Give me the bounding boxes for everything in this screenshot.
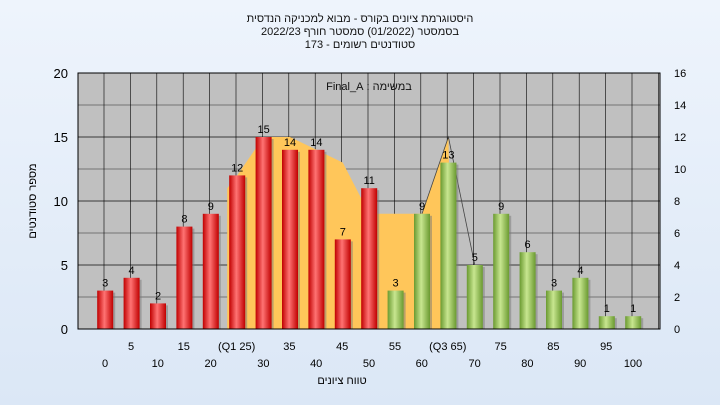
bars [97, 137, 644, 329]
y-tick-label: 15 [54, 130, 68, 145]
y-axis-title: מספר סטודנטים [27, 163, 39, 238]
x-tick-label: 75 [494, 341, 506, 353]
title-line-3: סטודנטים רשומים - 173 [305, 39, 416, 51]
y2-tick-label: 0 [674, 324, 680, 336]
bar [546, 290, 562, 329]
value-label: 7 [340, 226, 346, 238]
bar [282, 149, 298, 329]
y2-tick-label: 12 [674, 132, 686, 144]
x-tick-label: 55 [389, 341, 401, 353]
bar [308, 149, 325, 329]
bar [202, 213, 219, 329]
bar [519, 252, 536, 329]
bar [334, 239, 351, 329]
value-label: 4 [129, 265, 135, 277]
value-label: 14 [310, 137, 322, 149]
value-label: 12 [231, 162, 243, 174]
y2-tick-label: 10 [674, 164, 686, 176]
value-label: 15 [257, 124, 269, 136]
y2-tick-label: 14 [674, 100, 686, 112]
y2-tick-label: 2 [674, 292, 680, 304]
chart-annotation: במשימה : Final_A [326, 81, 412, 93]
title-line-1: היסטוגרמת ציונים בקורס - מבוא למכניקה הנ… [247, 12, 474, 25]
value-label: 3 [551, 278, 557, 290]
y-axis-ticks: 0 5 10 15 20 [54, 66, 68, 337]
value-label: 9 [498, 201, 504, 213]
bar [229, 175, 246, 329]
x-tick-label: 100 [624, 358, 642, 370]
y2-tick-label: 16 [674, 68, 686, 80]
value-label: 14 [284, 137, 296, 149]
x-tick-label: 20 [204, 358, 216, 370]
bar [150, 303, 166, 329]
value-label: 1 [604, 303, 610, 315]
x-tick-label: 60 [416, 358, 428, 370]
bar [414, 213, 430, 329]
x-tick-label: 10 [152, 358, 164, 370]
x-tick-label: 35 [283, 341, 295, 353]
x-tick-label: 95 [600, 341, 612, 353]
bar [598, 316, 615, 329]
x-tick-label: 30 [257, 358, 269, 370]
bar [440, 162, 457, 329]
chart-title: היסטוגרמת ציונים בקורס - מבוא למכניקה הנ… [247, 12, 474, 51]
distribution-line [421, 135, 476, 266]
x-tick-label: (Q1 25) [218, 341, 255, 353]
value-label: 13 [442, 150, 454, 162]
y-tick-label: 20 [54, 66, 68, 81]
y2-tick-label: 4 [674, 260, 680, 272]
bar [123, 277, 140, 329]
value-label: 9 [419, 201, 425, 213]
value-label: 4 [577, 265, 583, 277]
value-label: 1 [630, 303, 636, 315]
x-tick-label: 45 [336, 341, 348, 353]
bar [255, 137, 272, 329]
x-tick-label: 85 [547, 341, 559, 353]
x-tick-label: 5 [128, 341, 134, 353]
y-tick-label: 0 [61, 322, 68, 337]
value-label: 6 [525, 239, 531, 251]
bar [493, 213, 510, 329]
x-tick-label: 80 [521, 358, 533, 370]
y2-tick-label: 6 [674, 228, 680, 240]
bar [466, 265, 483, 329]
x-tick-label: 0 [102, 358, 108, 370]
y-tick-label: 5 [61, 258, 68, 273]
x-tick-label: 70 [468, 358, 480, 370]
value-label: 2 [155, 290, 161, 302]
x-axis-title: טווח ציונים [317, 375, 366, 387]
value-label: 11 [363, 175, 374, 187]
x-tick-label: 15 [178, 341, 190, 353]
bar [387, 290, 404, 329]
title-line-2: בסמסטר (01/2022) סמסטר חורף 2022/23 [261, 26, 459, 38]
x-tick-label: 50 [363, 358, 375, 370]
bar [625, 316, 642, 329]
value-label: 9 [208, 201, 214, 213]
bar [97, 290, 114, 329]
value-label: 5 [472, 252, 478, 264]
x-tick-label: 40 [310, 358, 322, 370]
value-label: 8 [181, 214, 187, 226]
plot-border [77, 72, 661, 330]
value-label: 3 [393, 278, 399, 290]
bar [361, 188, 378, 329]
bar [176, 226, 193, 329]
y2-tick-label: 8 [674, 196, 680, 208]
x-tick-label: (Q3 65) [429, 341, 466, 353]
bar [572, 277, 589, 329]
y2-axis-ticks: 0 2 4 6 8 10 12 14 16 [674, 68, 686, 336]
x-tick-label: 90 [574, 358, 586, 370]
x-axis-ticks: 5 15 (Q1 25) 35 45 55 (Q3 65) 75 85 95 0 10 20 30 40 50… [102, 341, 642, 370]
y-tick-label: 10 [54, 194, 68, 209]
value-label: 3 [102, 278, 108, 290]
